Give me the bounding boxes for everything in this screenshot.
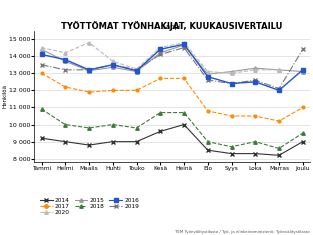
2016: [158, 48, 162, 51]
2020: [182, 41, 186, 44]
2019: [301, 48, 305, 51]
2018: [111, 123, 115, 126]
2016: [182, 43, 186, 46]
2014: [111, 140, 115, 143]
2014: [301, 140, 305, 143]
Line: 2017: 2017: [40, 72, 304, 122]
2015: [254, 67, 257, 70]
Title: TYÖTTÖMAT TYÖNHAKIJAT, KUUKAUSIVERTAILU: TYÖTTÖMAT TYÖNHAKIJAT, KUUKAUSIVERTAILU: [61, 21, 283, 31]
2017: [158, 77, 162, 80]
2016: [277, 89, 281, 92]
Line: 2018: 2018: [40, 107, 305, 150]
Line: 2016: 2016: [40, 43, 305, 92]
2014: [182, 123, 186, 126]
2017: [206, 110, 210, 112]
2019: [277, 87, 281, 90]
2020: [277, 68, 281, 71]
2018: [135, 127, 138, 129]
2014: [230, 152, 233, 155]
2015: [111, 66, 115, 69]
2016: [206, 75, 210, 78]
2018: [230, 145, 233, 148]
2018: [206, 140, 210, 143]
2014: [277, 154, 281, 157]
2016: [111, 63, 115, 66]
2017: [40, 72, 44, 75]
2015: [135, 70, 138, 73]
2015: [182, 44, 186, 47]
2019: [111, 63, 115, 66]
Line: 2020: 2020: [40, 41, 281, 75]
2015: [64, 60, 67, 63]
2014: [87, 144, 91, 146]
2017: [135, 89, 138, 92]
2014: [64, 140, 67, 143]
2015: [87, 69, 91, 72]
2019: [230, 82, 233, 85]
2018: [40, 108, 44, 111]
2017: [87, 91, 91, 94]
2014: [158, 130, 162, 133]
2019: [135, 68, 138, 71]
Line: 2019: 2019: [40, 46, 305, 90]
2019: [64, 68, 67, 71]
2016: [135, 69, 138, 72]
2015: [230, 70, 233, 73]
2020: [87, 41, 91, 44]
2014: [135, 140, 138, 143]
2019: [206, 79, 210, 82]
2019: [40, 63, 44, 66]
2020: [158, 46, 162, 49]
2015: [206, 73, 210, 75]
Y-axis label: Henkilöä: Henkilöä: [3, 84, 8, 108]
2020: [64, 51, 67, 54]
2015: [158, 51, 162, 54]
Text: TEM Työnvälitystilasto / Työ- ja elinkeinoministeriö, Työnvälitystilasto: TEM Työnvälitystilasto / Työ- ja elinkei…: [175, 230, 310, 234]
Text: Lappi: Lappi: [163, 24, 182, 30]
2019: [254, 79, 257, 82]
2016: [64, 58, 67, 61]
2016: [301, 68, 305, 71]
2018: [254, 140, 257, 143]
2018: [87, 127, 91, 129]
2015: [40, 48, 44, 51]
2020: [40, 46, 44, 49]
2018: [277, 147, 281, 150]
2014: [206, 149, 210, 152]
2018: [182, 111, 186, 114]
2017: [254, 115, 257, 118]
2015: [301, 70, 305, 73]
2019: [182, 46, 186, 49]
2016: [254, 80, 257, 83]
Legend: 2014, 2017, 2020, 2015, 2018, , 2016, 2019, : 2014, 2017, 2020, 2015, 2018, , 2016, 20…: [37, 196, 141, 217]
2020: [111, 60, 115, 63]
2018: [301, 132, 305, 134]
2016: [230, 82, 233, 85]
2017: [301, 106, 305, 109]
2020: [254, 68, 257, 71]
Line: 2014: 2014: [40, 123, 305, 157]
2017: [230, 115, 233, 118]
2018: [64, 123, 67, 126]
Line: 2015: 2015: [40, 43, 305, 76]
2014: [40, 137, 44, 140]
2014: [254, 152, 257, 155]
2015: [277, 68, 281, 71]
2020: [230, 72, 233, 75]
2020: [135, 68, 138, 70]
2016: [87, 68, 91, 71]
2017: [277, 120, 281, 122]
2017: [182, 77, 186, 80]
2017: [111, 89, 115, 92]
2016: [40, 53, 44, 56]
2020: [206, 70, 210, 73]
2019: [158, 53, 162, 56]
2018: [158, 111, 162, 114]
2019: [87, 68, 91, 71]
2017: [64, 86, 67, 88]
